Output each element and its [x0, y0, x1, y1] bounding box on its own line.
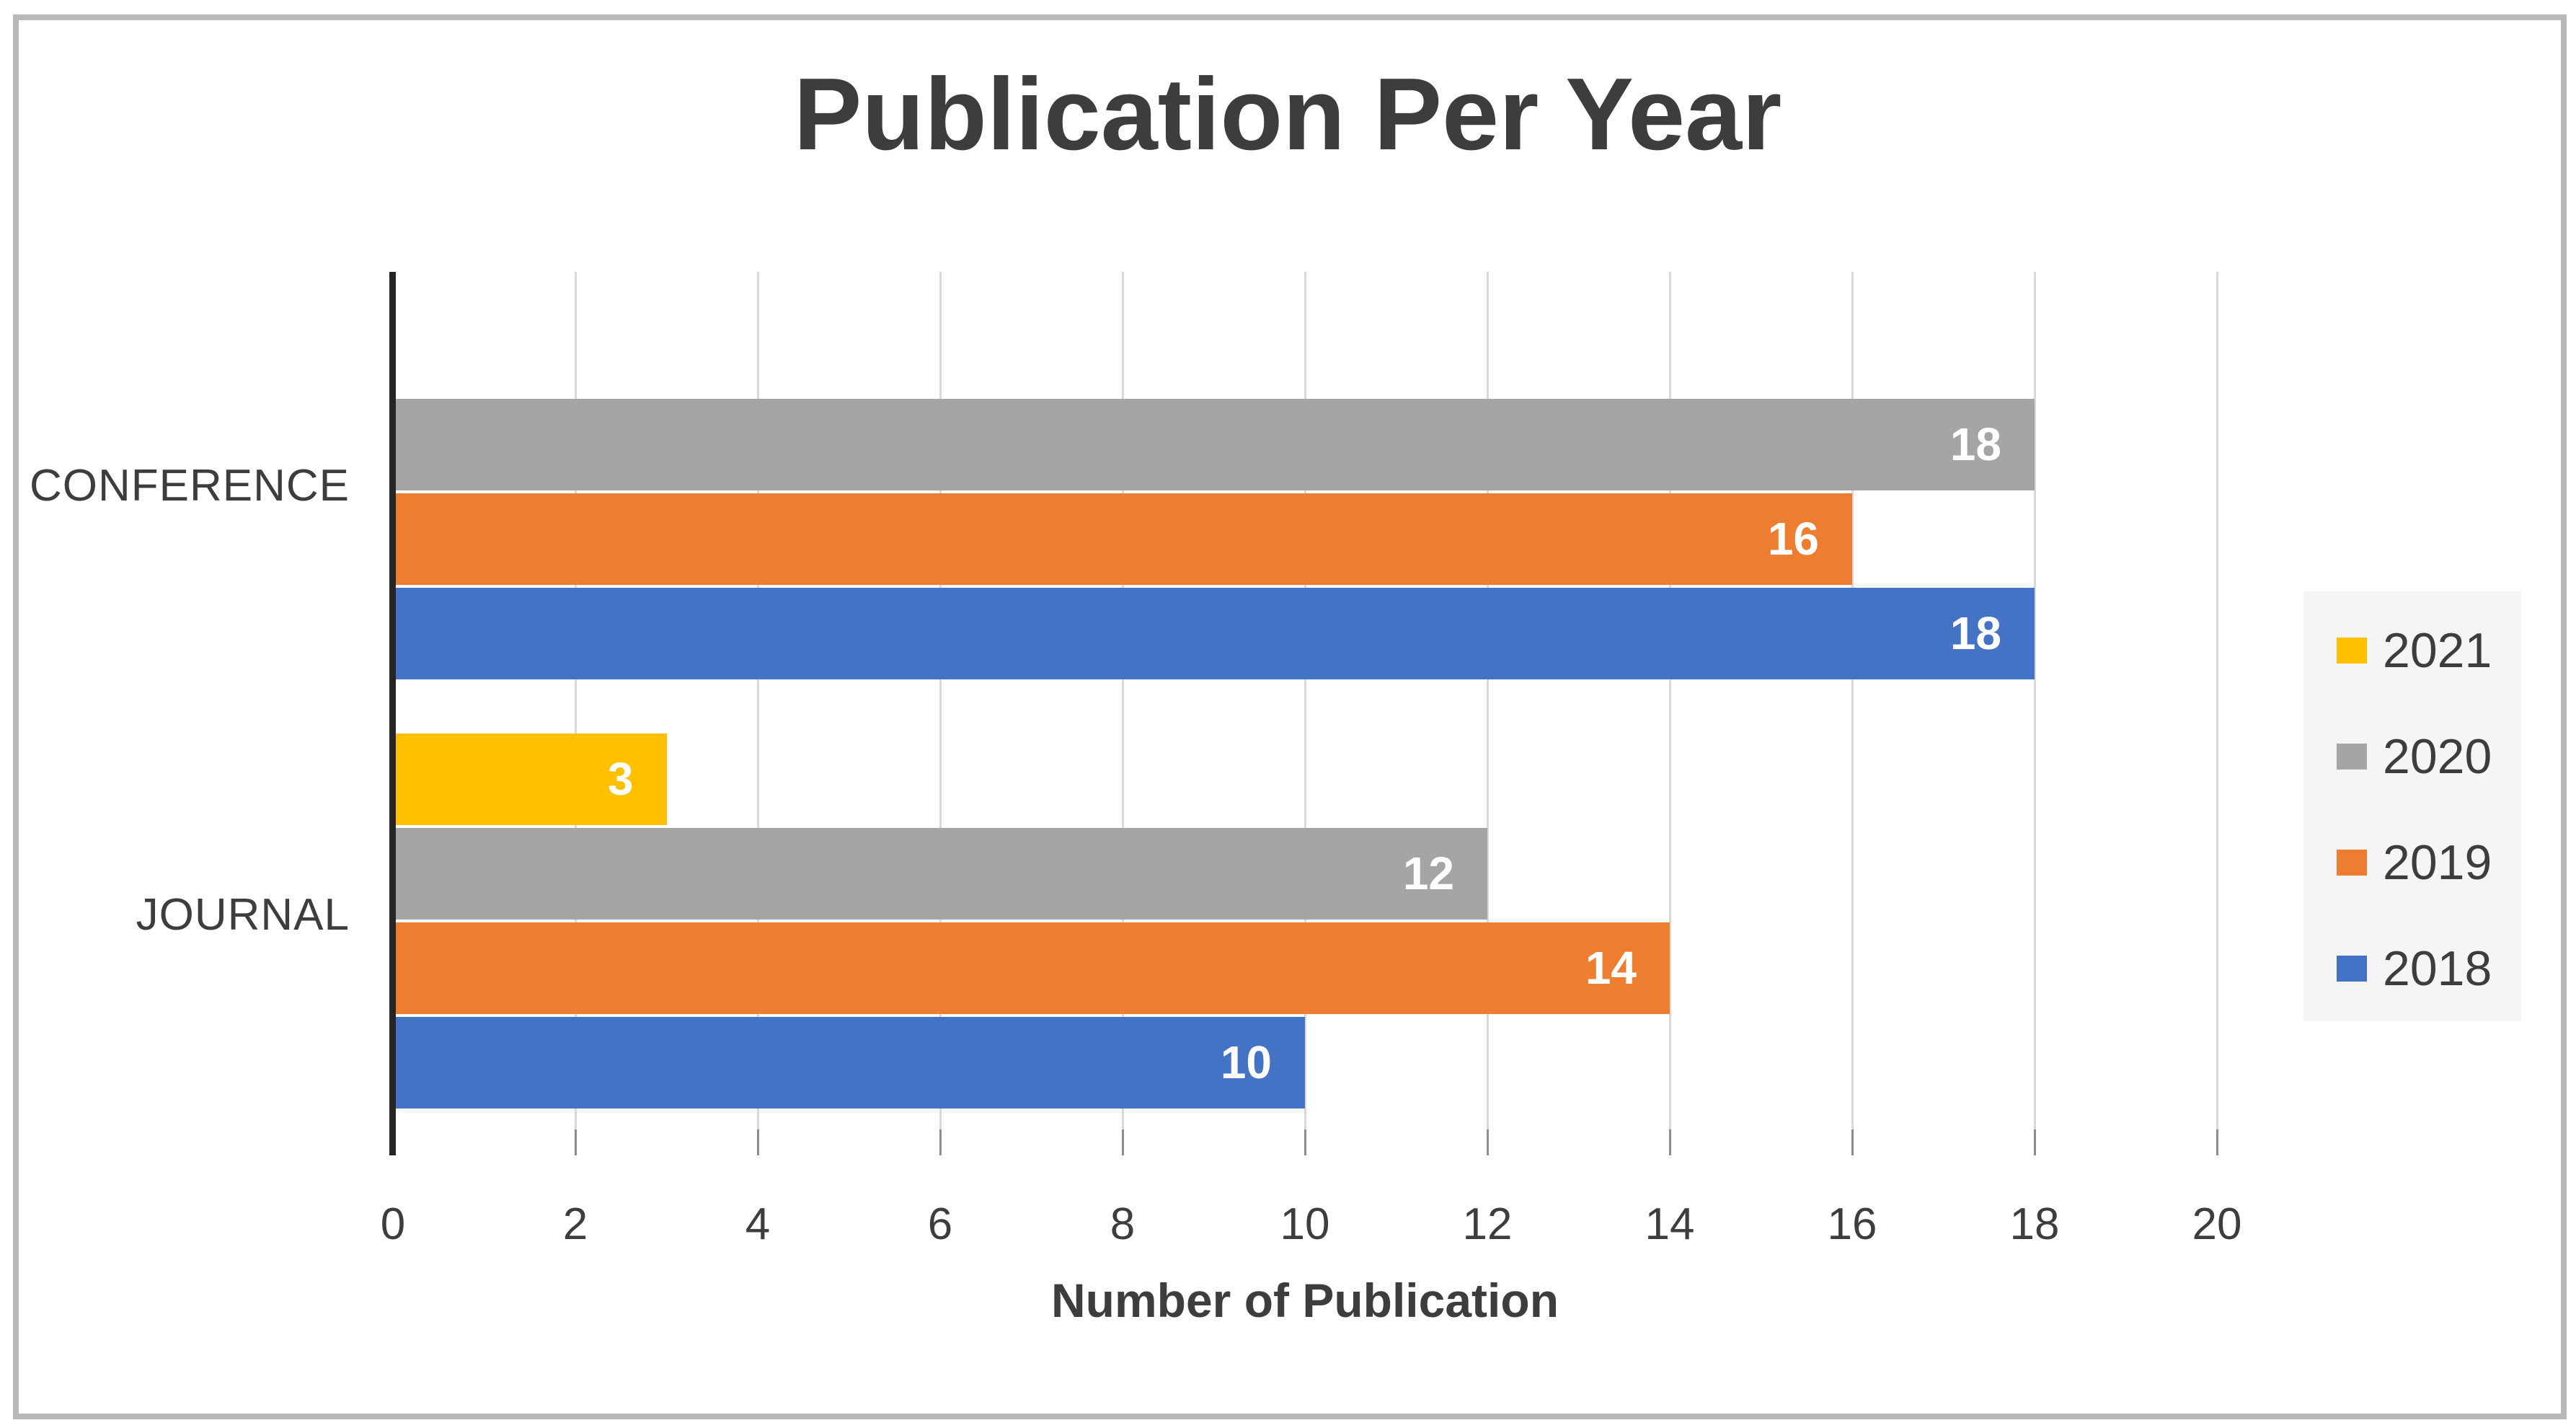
legend-label: 2020	[2383, 728, 2492, 784]
gridline	[1668, 272, 1671, 1129]
x-axis-tick-label: 8	[1110, 1199, 1136, 1249]
x-axis-tick-label: 6	[927, 1199, 953, 1249]
x-axis-tickmark	[756, 1129, 759, 1155]
bar-data-label: 14	[1585, 941, 1637, 994]
x-axis-tick-label: 18	[2009, 1199, 2060, 1249]
gridline	[1851, 272, 1854, 1129]
bar-data-label: 18	[1949, 607, 2001, 659]
bar-data-label: 10	[1220, 1036, 1272, 1088]
gridline	[2033, 272, 2036, 1129]
legend-swatch-2020	[2337, 743, 2367, 770]
x-axis-tick-label: 10	[1280, 1199, 1330, 1249]
bar-data-label: 3	[607, 752, 634, 805]
legend-item-2018: 2018	[2303, 915, 2521, 1021]
chart-border-frame	[13, 14, 2567, 1419]
bar-journal-2021: 3	[396, 733, 667, 825]
bar-data-label: 12	[1402, 847, 1454, 899]
legend-label: 2021	[2383, 622, 2492, 678]
x-axis-tick-label: 12	[1462, 1199, 1513, 1249]
x-axis-tickmark	[2216, 1129, 2218, 1155]
bar-conference-2020: 18	[396, 399, 2035, 490]
legend-item-2019: 2019	[2303, 809, 2521, 915]
gridline	[939, 272, 942, 1129]
gridline	[1304, 272, 1306, 1129]
x-axis-tickmark	[1121, 1129, 1124, 1155]
bar-data-label: 16	[1767, 513, 1819, 565]
legend-swatch-2019	[2337, 849, 2367, 876]
gridline	[1486, 272, 1489, 1129]
legend-label: 2018	[2383, 940, 2492, 996]
x-axis-tick-label: 16	[1827, 1199, 1877, 1249]
bar-journal-2020: 12	[396, 827, 1487, 920]
category-label-journal: JOURNAL	[136, 889, 350, 940]
gridline	[574, 272, 577, 1129]
x-axis-tick-label: 20	[2192, 1199, 2242, 1249]
gridline	[1121, 272, 1124, 1129]
bar-journal-2019: 14	[396, 922, 1670, 1014]
legend-swatch-2018	[2337, 955, 2367, 982]
x-axis-tickmark	[574, 1129, 577, 1155]
x-axis-tick-label: 0	[380, 1199, 406, 1249]
category-label-conference: CONFERENCE	[29, 461, 350, 511]
chart-title: Publication Per Year	[793, 57, 1782, 172]
legend-label: 2019	[2383, 834, 2492, 890]
x-axis-tickmark	[1851, 1129, 1854, 1155]
x-axis-tick-label: 14	[1645, 1199, 1695, 1249]
bar-conference-2018: 18	[396, 588, 2035, 679]
x-axis-tickmark	[1486, 1129, 1489, 1155]
x-axis-tick-label: 2	[562, 1199, 588, 1249]
legend-swatch-2021	[2337, 637, 2367, 664]
legend-item-2020: 2020	[2303, 703, 2521, 809]
bar-data-label: 18	[1949, 418, 2001, 470]
x-axis-tickmark	[2033, 1129, 2036, 1155]
x-axis-tickmark	[1668, 1129, 1671, 1155]
x-axis-title: Number of Publication	[1050, 1274, 1559, 1327]
plot-area: 18 16 18 3 12 14 10	[389, 272, 2218, 1155]
bar-conference-2019: 16	[396, 493, 1852, 585]
gridline	[756, 272, 759, 1129]
x-axis-tickmark	[1304, 1129, 1306, 1155]
bar-journal-2018: 10	[396, 1016, 1305, 1109]
x-axis-tick-label: 4	[745, 1199, 771, 1249]
legend-item-2021: 2021	[2303, 597, 2521, 703]
legend: 2021 2020 2019 2018	[2303, 591, 2521, 1021]
gridline	[2216, 272, 2218, 1129]
y-axis-line	[389, 272, 396, 1155]
x-axis-tickmark	[939, 1129, 942, 1155]
